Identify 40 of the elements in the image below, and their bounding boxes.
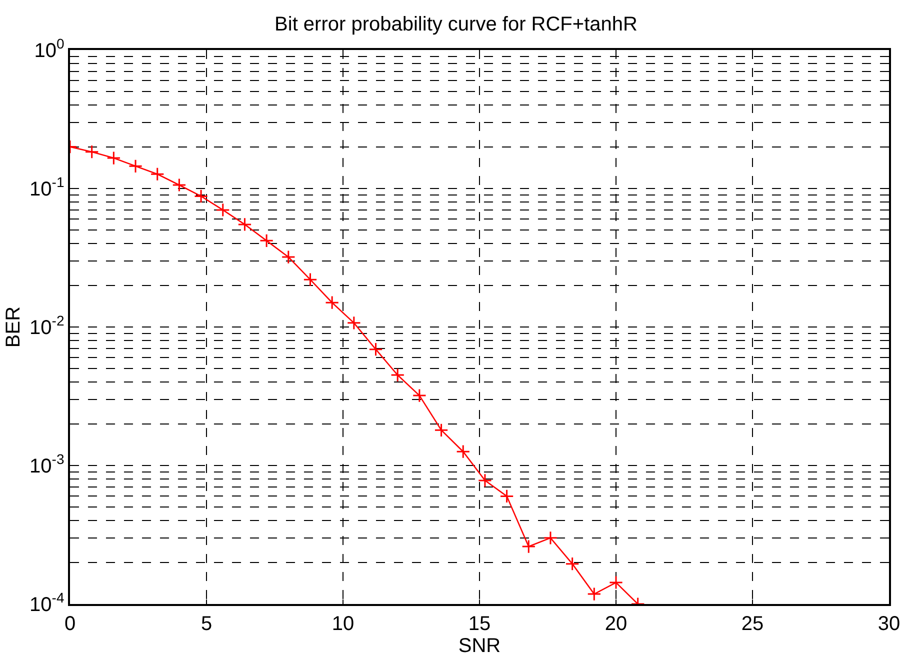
y-tick-label: 10$^{-2}$ xyxy=(30,312,64,339)
point xyxy=(84,144,99,159)
point xyxy=(128,159,143,174)
x-tick-label: 10 xyxy=(332,612,354,635)
y-tick-label: 10$^{-3}$ xyxy=(30,451,64,478)
point xyxy=(456,444,470,459)
point xyxy=(216,202,230,217)
point xyxy=(500,489,514,504)
point xyxy=(346,316,361,330)
point xyxy=(281,250,296,264)
x-axis-title: SNR xyxy=(458,634,501,657)
y-tick-label: 10$^{0}$ xyxy=(34,36,64,62)
point xyxy=(543,530,558,545)
x-tick-label: 30 xyxy=(878,612,900,635)
point xyxy=(565,556,580,571)
point xyxy=(608,575,624,590)
point xyxy=(172,178,186,192)
point xyxy=(478,473,492,488)
y-tick-label: 10$^{-1}$ xyxy=(30,174,64,200)
point xyxy=(325,296,340,310)
point xyxy=(412,388,426,403)
point xyxy=(390,368,405,382)
point xyxy=(587,586,602,602)
y-axis-title: BER xyxy=(2,306,25,348)
point xyxy=(194,189,208,204)
point xyxy=(522,539,536,554)
point xyxy=(106,150,121,166)
point xyxy=(434,423,448,438)
point xyxy=(260,234,274,248)
point xyxy=(303,272,318,287)
chart-title: Bit error probability curve for RCF+tanhR xyxy=(274,14,638,36)
y-tick-label: 10$^{-4}$ xyxy=(30,590,64,616)
x-tick-label: 15 xyxy=(468,612,491,635)
x-tick-label: 20 xyxy=(604,612,628,635)
x-tick-label: 0 xyxy=(64,612,76,635)
point xyxy=(368,342,383,356)
x-tick-label: 25 xyxy=(741,612,764,635)
x-tick-label: 5 xyxy=(200,612,212,635)
point xyxy=(238,217,252,232)
point xyxy=(150,167,164,182)
